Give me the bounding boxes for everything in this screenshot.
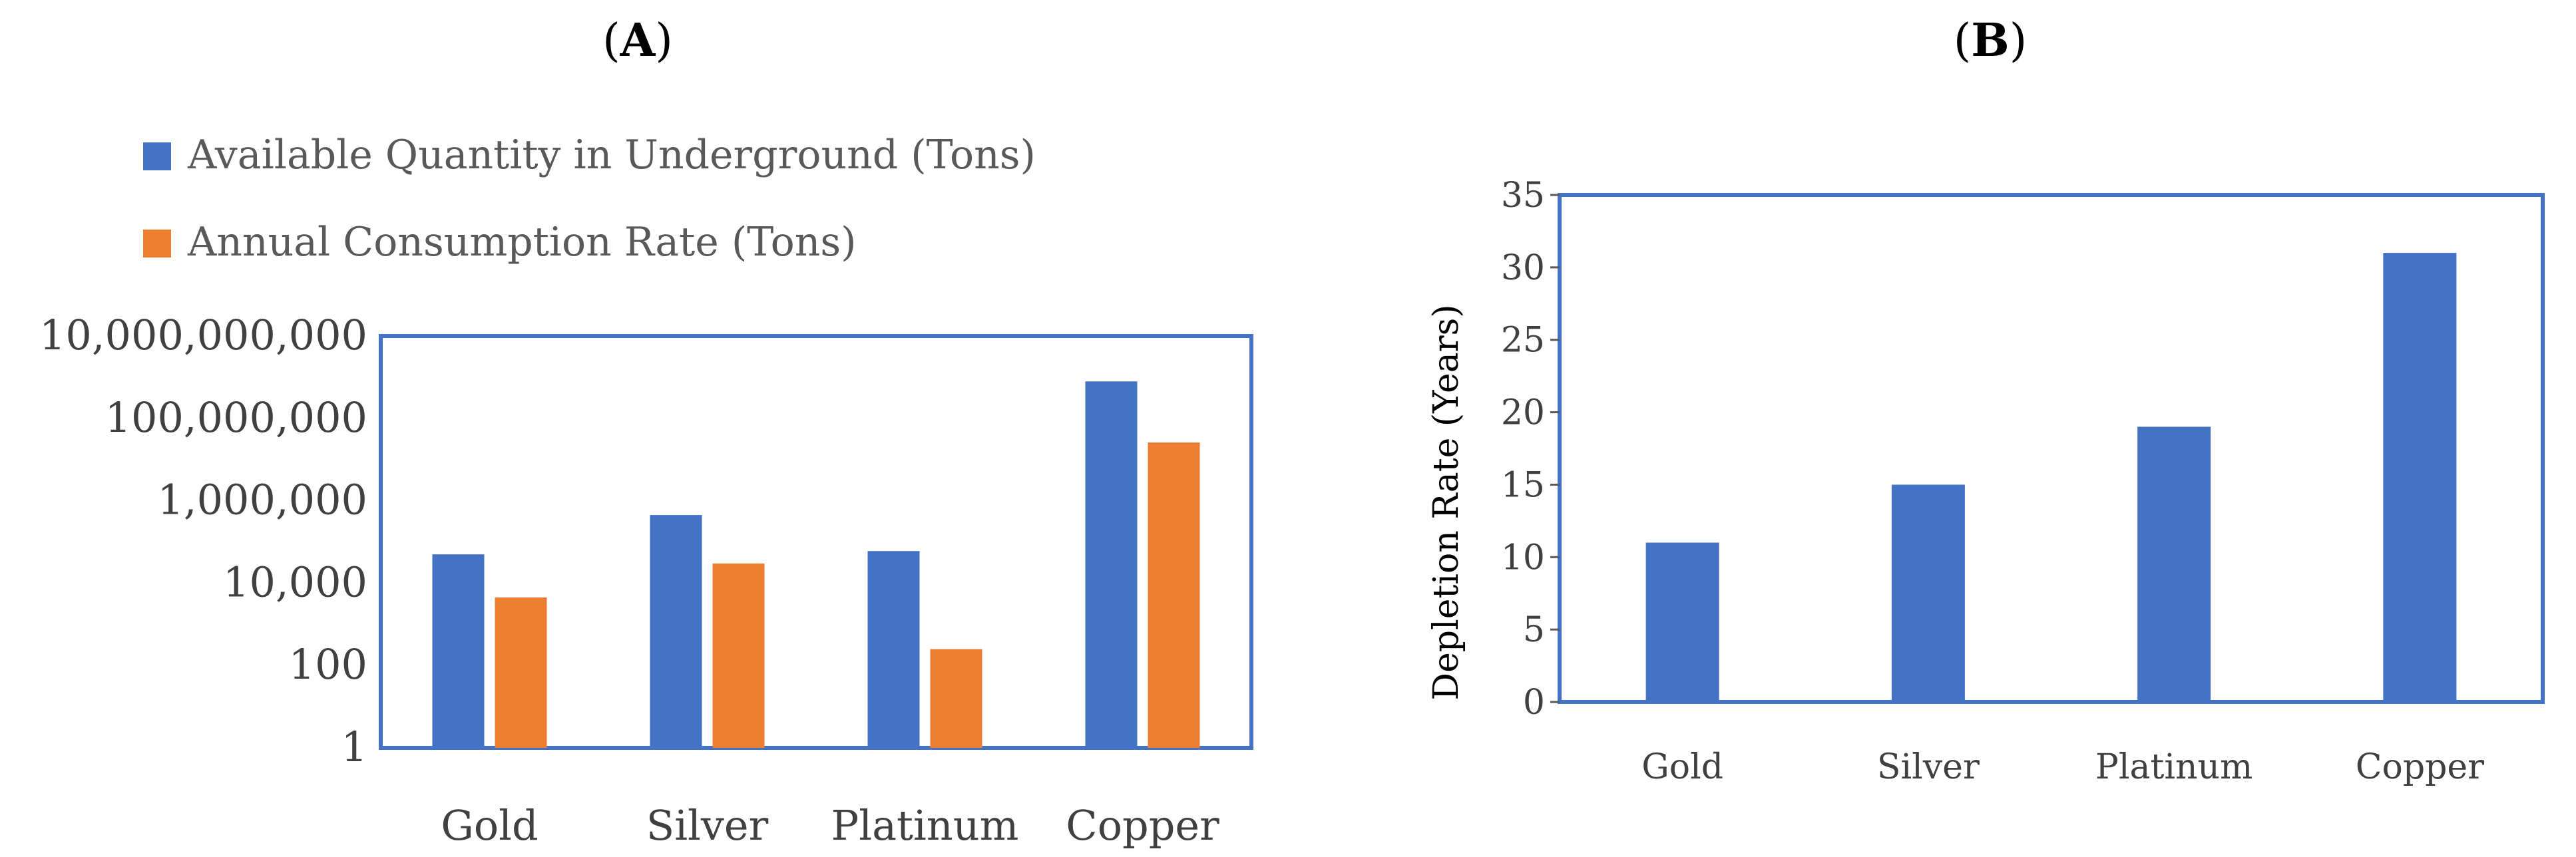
bar-b-copper bbox=[2383, 253, 2457, 703]
legend-swatch-available bbox=[143, 142, 171, 170]
legend-a: Available Quantity in Underground (Tons)… bbox=[143, 132, 1036, 265]
bar-a-copper-series2 bbox=[1148, 442, 1200, 748]
x-tick-label-a: Gold bbox=[441, 801, 538, 850]
panel-b-letter: B bbox=[1971, 14, 2009, 67]
x-tick-label-a: Platinum bbox=[831, 801, 1019, 850]
legend-label-available: Available Quantity in Underground (Tons) bbox=[187, 132, 1036, 178]
y-tick-label-b: 0 bbox=[1523, 683, 1545, 723]
y-tick-label-b: 30 bbox=[1501, 248, 1545, 288]
y-tick-label-a: 10,000 bbox=[223, 558, 367, 606]
x-tick-label-a: Silver bbox=[646, 801, 769, 850]
bar-a-gold-series1 bbox=[432, 554, 485, 748]
bar-b-gold bbox=[1645, 542, 1719, 702]
y-tick-label-a: 1,000,000 bbox=[157, 476, 367, 524]
chart-a-plot: 1 100 10,000 1,000,000 100,000,000 10,000,000… bbox=[39, 311, 1253, 850]
x-tick-label-b: Copper bbox=[2356, 747, 2484, 787]
y-tick-label-b: 15 bbox=[1501, 465, 1545, 505]
bar-b-silver bbox=[1891, 484, 1965, 702]
bar-a-silver-series1 bbox=[650, 515, 702, 748]
chart-b-plot: 0 5 10 15 20 25 30 35 Gold Silver Platinum Copper bbox=[1501, 176, 2545, 787]
y-tick-label-b: 25 bbox=[1501, 321, 1545, 361]
panel-b-title: (B) bbox=[1954, 14, 2028, 67]
x-tick-label-a: Copper bbox=[1066, 801, 1219, 850]
bar-b-platinum bbox=[2137, 427, 2211, 702]
legend-swatch-consumption bbox=[143, 230, 171, 257]
y-tick-label-a: 1 bbox=[341, 723, 367, 771]
x-tick-label-b: Platinum bbox=[2095, 747, 2253, 787]
y-tick-label-a: 100,000,000 bbox=[105, 393, 367, 442]
y-tick-label-a: 10,000,000,000 bbox=[39, 311, 367, 359]
bar-a-copper-series1 bbox=[1085, 381, 1138, 748]
bar-a-gold-series2 bbox=[495, 597, 547, 748]
x-tick-label-b: Silver bbox=[1877, 747, 1980, 787]
x-tick-label-b: Gold bbox=[1641, 747, 1723, 787]
y-tick-label-b: 20 bbox=[1501, 393, 1545, 433]
y-axis-label-b: Depletion Rate (Years) bbox=[1426, 304, 1466, 700]
legend-label-consumption: Annual Consumption Rate (Tons) bbox=[187, 219, 857, 265]
y-tick-label-b: 35 bbox=[1501, 176, 1545, 216]
bar-a-platinum-series2 bbox=[930, 649, 982, 748]
bar-a-platinum-series1 bbox=[867, 551, 920, 748]
y-tick-label-b: 5 bbox=[1523, 610, 1545, 650]
y-tick-label-b: 10 bbox=[1501, 538, 1545, 578]
y-tick-label-a: 100 bbox=[289, 640, 367, 689]
panel-a-letter: A bbox=[620, 14, 656, 67]
panel-a-title: (A) bbox=[602, 14, 673, 67]
bar-a-silver-series2 bbox=[712, 563, 765, 748]
